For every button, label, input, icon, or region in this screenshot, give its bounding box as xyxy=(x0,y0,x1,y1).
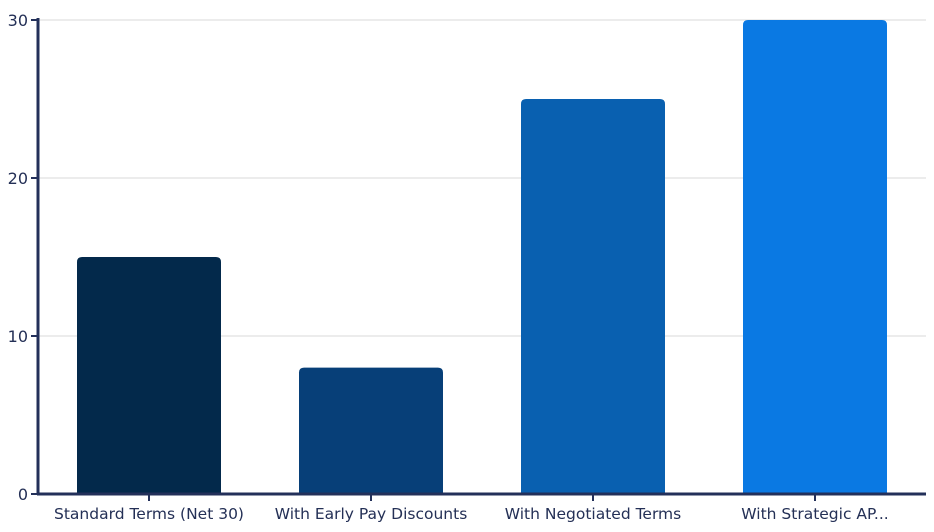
bars xyxy=(77,20,887,494)
y-tick-label-0: 0 xyxy=(18,485,28,504)
axes xyxy=(36,18,926,496)
x-category-label-4: With Strategic AP... xyxy=(741,505,888,523)
y-tick-label-10: 10 xyxy=(8,327,28,346)
x-category-label-2: With Early Pay Discounts xyxy=(275,505,468,523)
bar-3 xyxy=(521,99,665,494)
y-tick-label-20: 20 xyxy=(8,169,28,188)
bar-2 xyxy=(299,367,443,494)
y-axis-ticks: 0 10 20 30 xyxy=(8,11,38,504)
bar-4 xyxy=(743,20,887,494)
x-category-label-3: With Negotiated Terms xyxy=(505,505,681,523)
bar-1 xyxy=(77,257,221,494)
y-tick-label-30: 30 xyxy=(8,11,28,30)
x-axis-labels: Standard Terms (Net 30) With Early Pay Di… xyxy=(54,494,889,523)
x-category-label-1: Standard Terms (Net 30) xyxy=(54,505,244,523)
